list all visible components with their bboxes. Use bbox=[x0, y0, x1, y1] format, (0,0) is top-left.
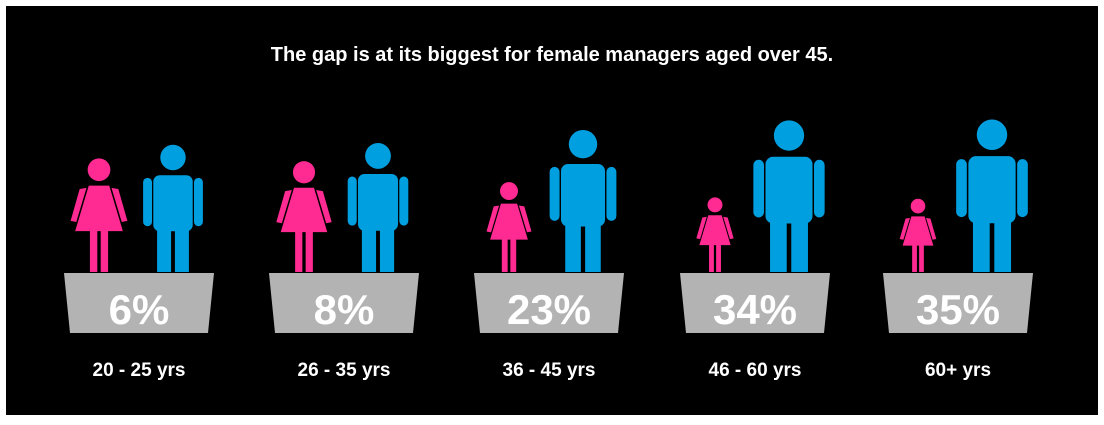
female-dress bbox=[902, 216, 934, 246]
male-torso bbox=[358, 173, 398, 231]
female-arm-left bbox=[486, 205, 500, 233]
female-arm-left bbox=[899, 217, 910, 240]
female-head bbox=[87, 158, 111, 182]
female-arm-right bbox=[111, 187, 128, 223]
male-leg-right bbox=[379, 225, 395, 272]
female-head bbox=[500, 182, 518, 201]
female-head bbox=[292, 161, 316, 184]
female-leg-left bbox=[912, 244, 917, 272]
male-arm-left bbox=[347, 176, 357, 226]
pedestal bbox=[64, 273, 214, 333]
male-arm-left bbox=[956, 159, 967, 218]
chart-title: The gap is at its biggest for female man… bbox=[270, 44, 834, 66]
female-leg-right bbox=[305, 229, 313, 272]
male-arm-left bbox=[549, 166, 560, 221]
value-label: 6% bbox=[109, 286, 170, 333]
category-group-4: 34% 46 - 60 yrs bbox=[680, 120, 830, 381]
pedestal bbox=[269, 273, 419, 333]
female-figure-icon bbox=[899, 198, 937, 272]
male-leg-right bbox=[994, 217, 1012, 272]
female-arm-right bbox=[518, 205, 532, 233]
female-leg-left bbox=[709, 243, 714, 272]
male-arm-right bbox=[814, 159, 825, 218]
male-arm-right bbox=[399, 176, 409, 226]
male-arm-left bbox=[143, 177, 153, 227]
value-label: 35% bbox=[916, 286, 1000, 333]
female-leg-left bbox=[295, 229, 303, 272]
female-dress bbox=[699, 215, 731, 246]
value-label: 23% bbox=[507, 286, 591, 333]
female-dress bbox=[280, 187, 328, 233]
category-group-2: 8% 26 - 35 yrs bbox=[269, 143, 419, 381]
male-leg-right bbox=[585, 220, 601, 272]
pedestal bbox=[474, 273, 624, 333]
male-figure-icon bbox=[549, 129, 617, 272]
male-head bbox=[773, 120, 805, 151]
female-arm-right bbox=[723, 216, 734, 240]
category-group-1: 6% 20 - 25 yrs bbox=[64, 144, 214, 381]
male-torso bbox=[968, 156, 1016, 224]
female-leg-right bbox=[919, 244, 924, 272]
category-label: 36 - 45 yrs bbox=[503, 360, 596, 381]
category-group-3: 23% 36 - 45 yrs bbox=[474, 129, 624, 381]
male-torso bbox=[765, 156, 813, 224]
male-head bbox=[568, 129, 598, 159]
male-leg-left bbox=[157, 226, 172, 272]
male-figure-icon bbox=[143, 144, 203, 272]
value-label: 8% bbox=[314, 286, 375, 333]
female-arm-left bbox=[70, 187, 87, 223]
female-leg-right bbox=[100, 228, 109, 272]
male-arm-left bbox=[753, 159, 764, 218]
female-arm-right bbox=[926, 217, 937, 240]
male-leg-left bbox=[361, 225, 377, 272]
category-label: 60+ yrs bbox=[925, 360, 991, 381]
female-figure-icon bbox=[276, 161, 332, 272]
male-head bbox=[976, 119, 1008, 150]
male-figure-icon bbox=[347, 143, 409, 272]
male-leg-right bbox=[174, 226, 189, 272]
female-arm-left bbox=[696, 216, 707, 240]
male-leg-left bbox=[565, 220, 581, 272]
value-label: 34% bbox=[713, 286, 797, 333]
female-figure-icon bbox=[70, 158, 128, 272]
female-leg-left bbox=[89, 228, 98, 272]
male-figure-icon bbox=[956, 119, 1028, 272]
male-arm-right bbox=[606, 166, 617, 221]
male-head bbox=[365, 143, 391, 169]
category-label: 20 - 25 yrs bbox=[93, 360, 186, 381]
female-leg-right bbox=[510, 237, 517, 272]
category-label: 26 - 35 yrs bbox=[298, 360, 391, 381]
male-arm-right bbox=[193, 177, 203, 227]
female-dress bbox=[75, 185, 123, 232]
female-leg-right bbox=[716, 243, 721, 272]
male-torso bbox=[153, 175, 193, 232]
female-figure-icon bbox=[486, 182, 532, 272]
female-head bbox=[910, 198, 926, 214]
female-arm-left bbox=[276, 189, 292, 224]
female-leg-left bbox=[501, 237, 508, 272]
female-figure-icon bbox=[696, 197, 734, 272]
male-head bbox=[160, 144, 186, 171]
pedestal bbox=[680, 273, 830, 333]
female-head bbox=[707, 197, 723, 213]
male-torso bbox=[560, 164, 606, 227]
male-leg-left bbox=[770, 217, 787, 272]
female-arm-right bbox=[316, 189, 332, 224]
male-leg-left bbox=[972, 217, 990, 272]
male-arm-right bbox=[1017, 159, 1028, 218]
male-leg-right bbox=[791, 217, 808, 272]
pedestal bbox=[883, 273, 1033, 333]
category-group-5: 35% 60+ yrs bbox=[883, 119, 1033, 381]
male-figure-icon bbox=[753, 120, 825, 272]
category-label: 46 - 60 yrs bbox=[709, 360, 802, 381]
female-dress bbox=[490, 203, 528, 240]
